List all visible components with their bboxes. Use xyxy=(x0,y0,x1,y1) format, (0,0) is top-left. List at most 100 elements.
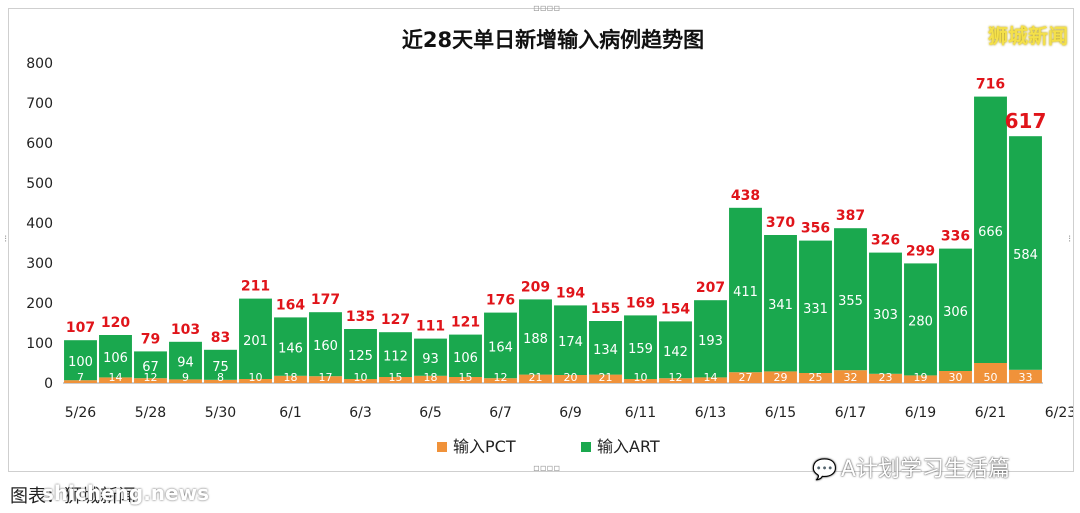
bar-pct-6/16 xyxy=(799,373,832,383)
art-value-label-6/22: 584 xyxy=(1013,248,1038,263)
art-value-label-5/28: 67 xyxy=(142,360,159,375)
source-watermark: shicheng.news xyxy=(42,481,209,505)
bar-pct-6/10 xyxy=(589,374,622,383)
bar-pct-6/3 xyxy=(344,379,377,383)
bar-art-6/11 xyxy=(624,315,657,379)
total-label-5/30: 83 xyxy=(211,330,230,346)
bar-art-6/14 xyxy=(729,207,762,373)
pct-value-label-6/16: 25 xyxy=(809,371,823,384)
y-tick-label-5: 500 xyxy=(26,176,53,192)
bar-art-5/31 xyxy=(239,298,272,379)
art-value-label-6/17: 355 xyxy=(838,294,863,309)
pct-value-label-5/30: 8 xyxy=(217,371,224,384)
art-value-label-6/21: 666 xyxy=(978,225,1003,240)
bar-art-5/30 xyxy=(204,349,237,380)
bar-pct-6/17 xyxy=(834,370,867,383)
y-tick-label-1: 100 xyxy=(26,336,53,352)
pct-value-label-6/11: 10 xyxy=(634,371,648,384)
bar-art-6/20 xyxy=(939,248,972,371)
pct-value-label-5/31: 10 xyxy=(249,371,263,384)
y-tick-label-8: 800 xyxy=(26,56,53,72)
pct-value-label-6/13: 14 xyxy=(704,371,718,384)
x-tick-label-6/17: 6/17 xyxy=(835,405,866,421)
total-label-5/26: 107 xyxy=(66,320,95,336)
art-value-label-6/14: 411 xyxy=(733,285,758,300)
bar-art-6/22 xyxy=(1009,136,1042,370)
x-tick-label-6/15: 6/15 xyxy=(765,405,796,421)
y-tick-label-0: 0 xyxy=(44,376,53,392)
art-value-label-6/7: 164 xyxy=(488,340,513,355)
pct-value-label-6/19: 19 xyxy=(914,371,928,384)
total-label-6/7: 176 xyxy=(486,293,515,309)
legend-label-pct: 输入PCT xyxy=(453,437,516,456)
total-label-6/17: 387 xyxy=(836,208,865,224)
y-tick-label-7: 700 xyxy=(26,96,53,112)
bar-pct-6/1 xyxy=(274,375,307,383)
pct-value-label-5/29: 9 xyxy=(182,371,189,384)
total-label-6/8: 209 xyxy=(521,279,550,295)
pct-value-label-6/5: 18 xyxy=(424,371,438,384)
bar-pct-6/11 xyxy=(624,379,657,383)
resize-handle-left[interactable]: ⁝ xyxy=(4,234,8,245)
art-value-label-5/30: 75 xyxy=(212,360,229,375)
bar-art-6/8 xyxy=(519,299,552,375)
y-tick-label-2: 200 xyxy=(26,296,53,312)
pct-value-label-6/17: 32 xyxy=(844,371,858,384)
bar-art-6/1 xyxy=(274,317,307,376)
bar-art-6/16 xyxy=(799,240,832,373)
art-value-label-6/2: 160 xyxy=(313,339,338,354)
art-value-label-6/10: 134 xyxy=(593,343,618,358)
bar-pct-6/12 xyxy=(659,378,692,383)
bar-art-6/19 xyxy=(904,263,937,376)
bar-art-6/6 xyxy=(449,334,482,377)
bar-art-6/18 xyxy=(869,252,902,374)
x-tick-label-6/11: 6/11 xyxy=(625,405,656,421)
x-tick-label-6/1: 6/1 xyxy=(279,405,302,421)
art-value-label-6/18: 303 xyxy=(873,308,898,323)
pct-value-label-5/26: 7 xyxy=(77,371,84,384)
pct-value-label-6/1: 18 xyxy=(284,371,298,384)
bar-art-6/12 xyxy=(659,321,692,379)
total-label-6/21: 716 xyxy=(976,77,1005,93)
pct-value-label-6/10: 21 xyxy=(599,371,613,384)
resize-handle-top[interactable]: ▫▫▫▫ xyxy=(533,3,561,14)
pct-value-label-6/7: 12 xyxy=(494,371,508,384)
pct-value-label-6/14: 27 xyxy=(739,371,753,384)
art-value-label-5/29: 94 xyxy=(177,356,194,371)
total-label-5/29: 103 xyxy=(171,322,200,338)
legend-swatch-art xyxy=(581,442,591,452)
source-caption: 图表：狮城新闻 xyxy=(10,486,136,507)
resize-handle-bottom[interactable]: ▫▫▫▫ xyxy=(533,463,561,474)
pct-value-label-6/18: 23 xyxy=(879,371,893,384)
total-label-6/10: 155 xyxy=(591,301,620,317)
pct-value-label-6/21: 50 xyxy=(984,371,998,384)
art-value-label-5/27: 106 xyxy=(103,351,128,366)
total-label-6/18: 326 xyxy=(871,233,900,249)
bar-pct-6/20 xyxy=(939,371,972,383)
wechat-icon: 💬 xyxy=(812,457,837,481)
pct-value-label-6/9: 20 xyxy=(564,371,578,384)
bar-pct-6/18 xyxy=(869,373,902,383)
x-tick-label-5/30: 5/30 xyxy=(205,405,236,421)
bar-art-6/4 xyxy=(379,332,412,377)
bar-art-6/5 xyxy=(414,338,447,376)
pct-value-label-6/6: 15 xyxy=(459,371,473,384)
resize-handle-right[interactable]: ⁝ xyxy=(1068,234,1072,245)
pct-value-label-6/15: 29 xyxy=(774,371,788,384)
x-tick-label-6/21: 6/21 xyxy=(975,405,1006,421)
bar-art-6/21 xyxy=(974,96,1007,363)
pct-value-label-6/12: 12 xyxy=(669,371,683,384)
total-label-6/12: 154 xyxy=(661,301,690,317)
x-tick-label-6/5: 6/5 xyxy=(419,405,442,421)
art-value-label-6/13: 193 xyxy=(698,334,723,349)
bar-art-5/26 xyxy=(64,340,97,381)
art-value-label-6/20: 306 xyxy=(943,305,968,320)
bar-pct-6/2 xyxy=(309,376,342,383)
bar-chart: 近28天单日新增输入病例趋势图 0 100 200 300 400 500 600 700 800… xyxy=(26,28,1073,456)
pct-value-label-6/22: 33 xyxy=(1019,371,1033,384)
bar-art-5/27 xyxy=(99,335,132,378)
bar-pct-5/27 xyxy=(99,377,132,383)
bar-art-6/13 xyxy=(694,300,727,378)
legend-swatch-pct xyxy=(437,442,447,452)
bar-pct-6/19 xyxy=(904,375,937,383)
